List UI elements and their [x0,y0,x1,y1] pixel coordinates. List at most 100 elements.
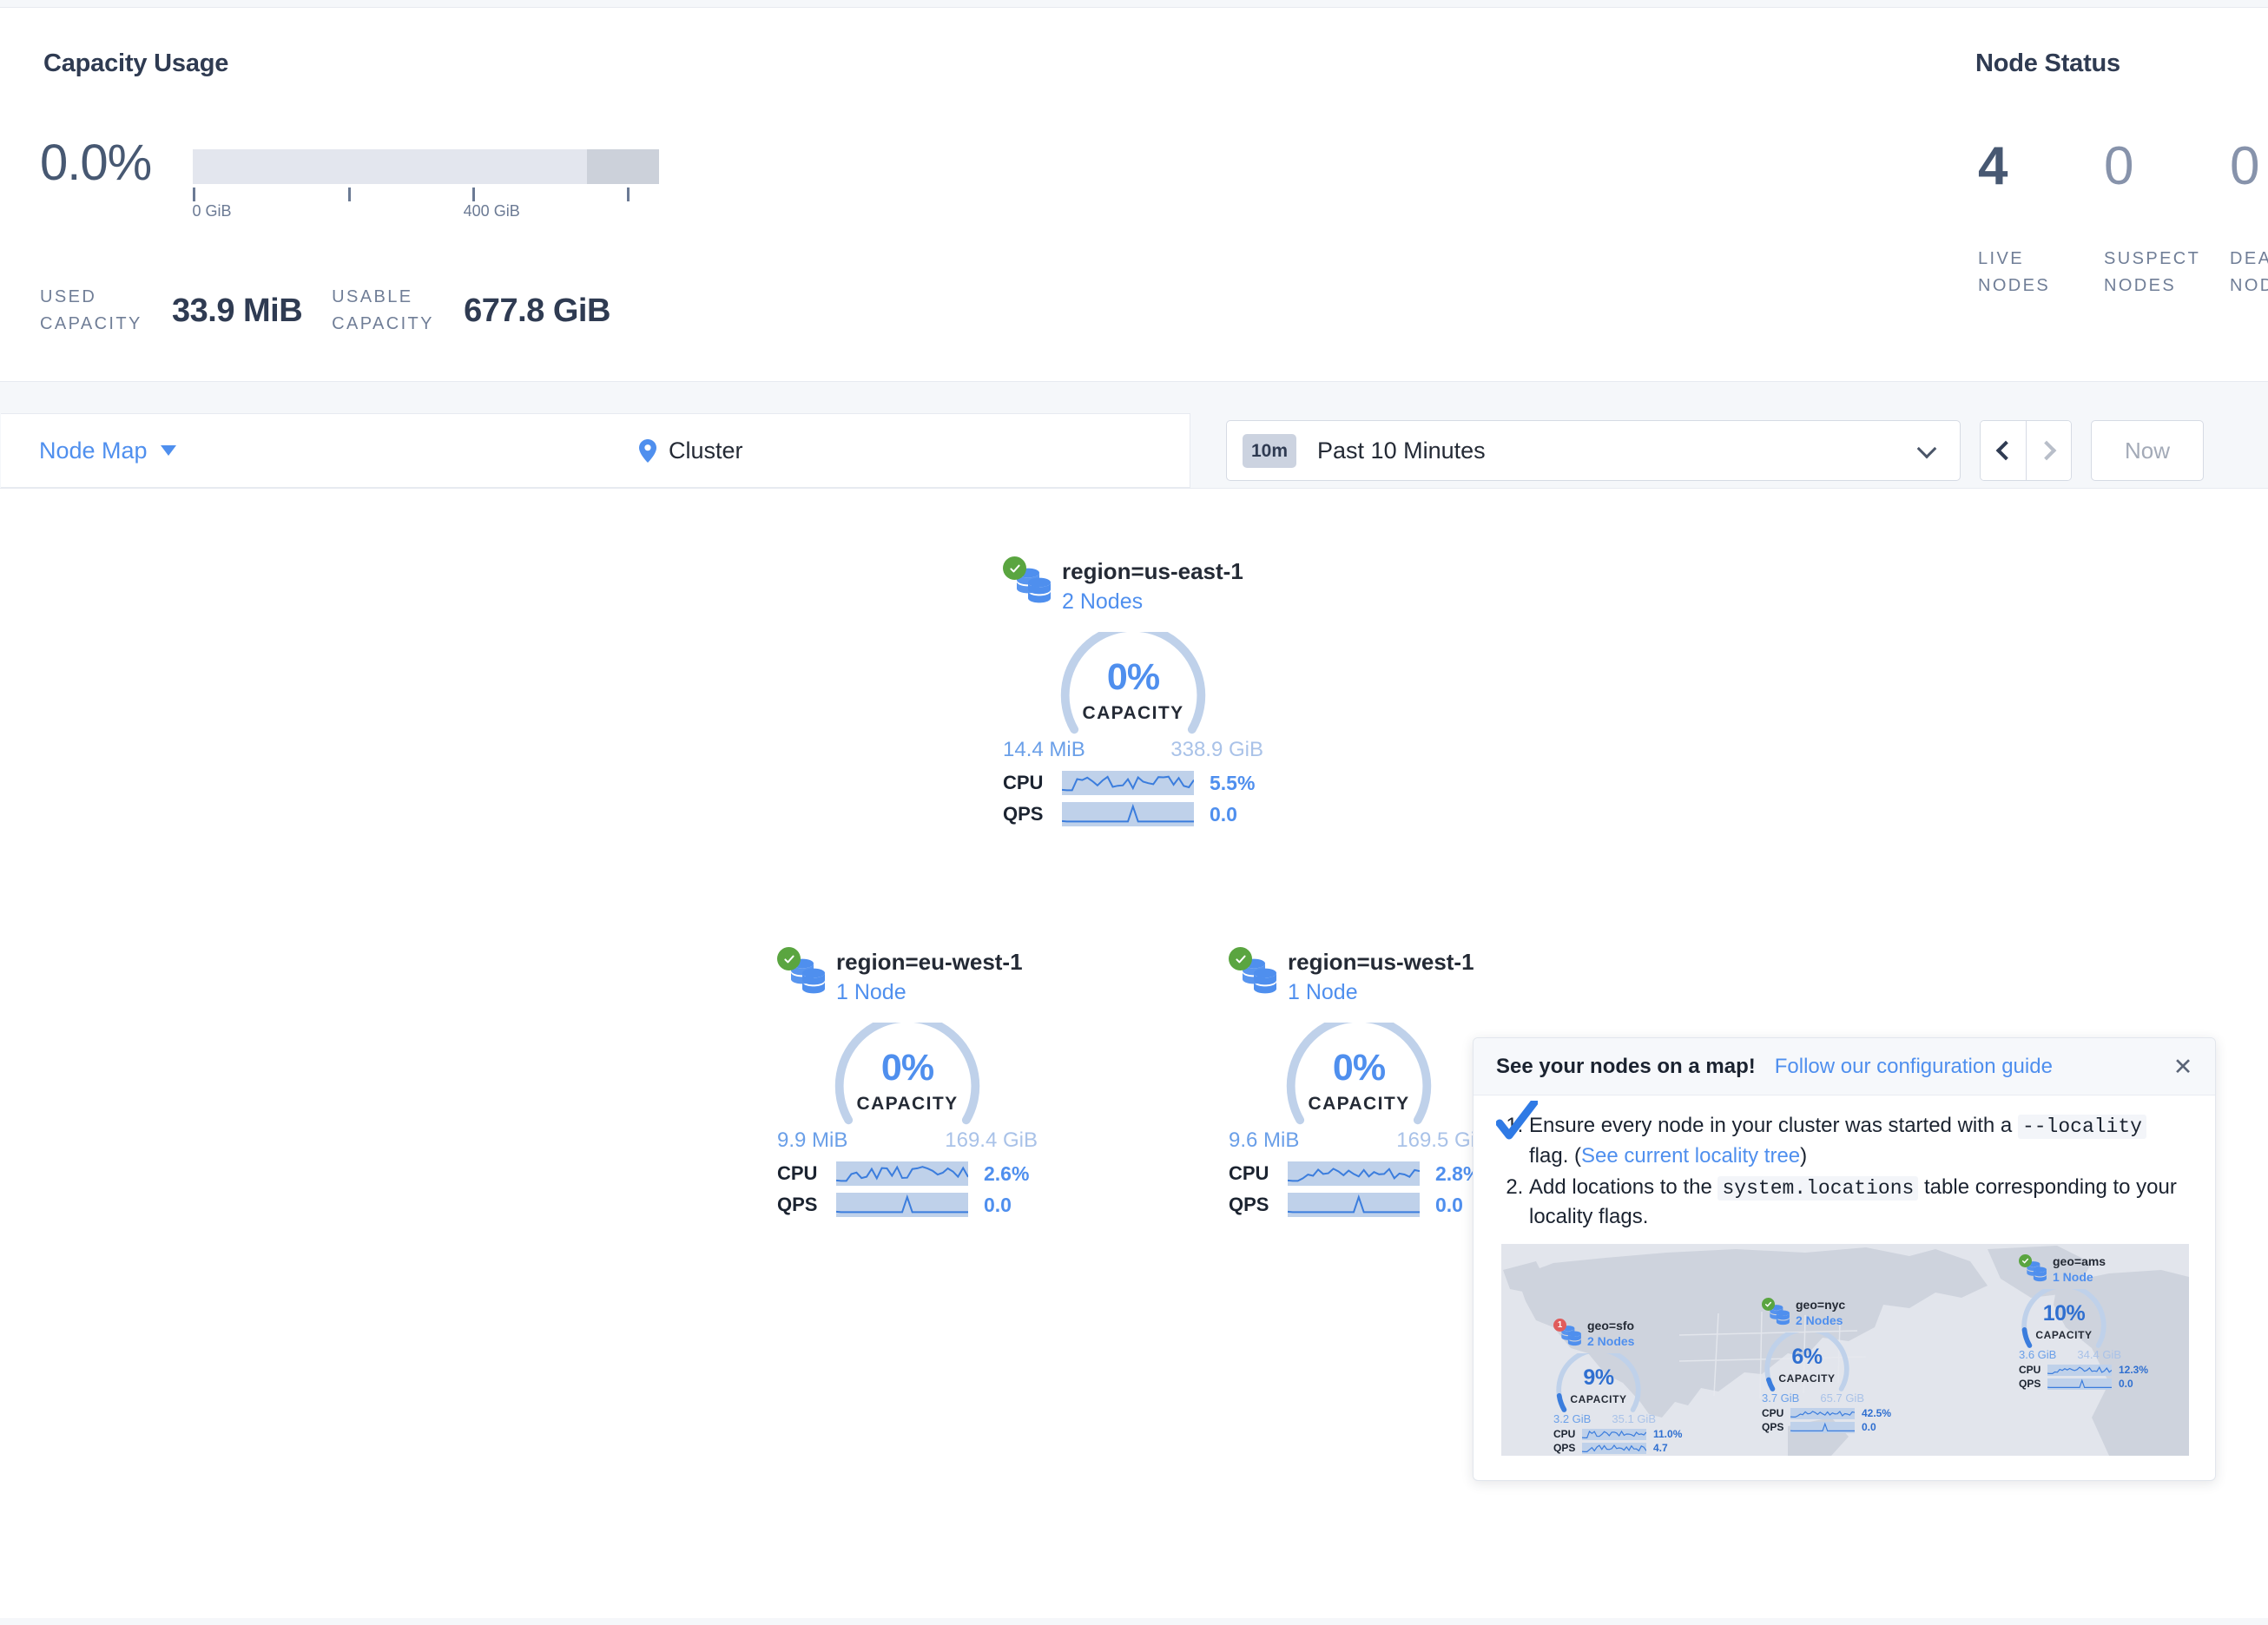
node-status-metric: 0 SUSPECT NODES [2104,140,2230,296]
time-next-button[interactable] [2026,421,2071,480]
preview-metric-value: 42.5% [1862,1407,1892,1420]
capacity-usage-card: Capacity Usage 0.0% 0 GiB 400 GiB USED CA… [0,8,981,381]
preview-capacity-gauge: 9% CAPACITY [1553,1353,1644,1413]
locality-header: region=eu-west-1 1 Node [777,947,1038,1005]
locality-metric-sparkline [1062,771,1194,795]
preview-capacity-values: 3.2 GiB 35.1 GiB [1553,1412,1656,1425]
locality-metrics: CPU 5.5% QPS 0.0 [1003,771,1263,826]
preview-locality-node-count: 2 Nodes [1796,1313,1843,1328]
chevron-down-icon [1916,438,1937,459]
capacity-gauge-percent: 0% [880,1047,934,1089]
configuration-guide-link[interactable]: Follow our configuration guide [1774,1054,2053,1078]
preview-metric-sparkline [1581,1442,1647,1454]
popover-steps: Ensure every node in your cluster was st… [1508,1111,2189,1232]
node-status-label: DEADNODES [2230,249,2268,295]
preview-capacity-caption: CAPACITY [2035,1329,2093,1342]
database-cluster-icon [1003,556,1053,607]
capacity-usage-title: Capacity Usage [43,49,229,77]
preview-locality-node-count: 1 Node [2053,1270,2093,1285]
locality-metric-sparkline [836,1161,968,1186]
node-status-metric: 0 DEADNODES [2230,140,2268,296]
preview-metric-label: CPU [2019,1364,2041,1377]
locality-metric-label: CPU [1229,1162,1269,1184]
preview-locality-card: geo=ams 1 Node 10% CAPACITY 3.6 GiB 34.4 GiB C… [2019,1254,2148,1390]
preview-capacity-percent: 10% [2042,1301,2086,1326]
preview-capacity-used: 3.2 GiB [1553,1412,1592,1426]
view-selector-dropdown[interactable]: Node Map [39,438,176,464]
preview-metric-value: 12.3% [2119,1364,2149,1377]
locality-header: region=us-east-1 2 Nodes [1003,556,1263,615]
preview-metric-sparkline [1790,1407,1856,1419]
preview-capacity-gauge: 6% CAPACITY [1762,1332,1852,1392]
locality-name: region=us-west-1 [1288,949,1474,975]
locality-metric-row: CPU 2.6% [777,1161,1038,1186]
node-status-value: 4 [1978,136,2008,196]
breadcrumb-label: Cluster [669,437,743,464]
time-range-select[interactable]: 10m Past 10 Minutes [1226,420,1961,481]
capacity-total: 169.4 GiB [945,1128,1038,1152]
locality-metric-label: CPU [777,1162,818,1184]
toolbar-right-panel: 10m Past 10 Minutes Now [1226,413,2204,488]
preview-capacity-values: 3.7 GiB 65.7 GiB [1762,1391,1864,1405]
replication-status-card: Replication Status 32TOTALRANGES0UNDER-R… [1693,8,2268,381]
database-cluster-icon [2019,1254,2047,1282]
capacity-usage-bar-wrap: 0 GiB 400 GiB [192,149,659,220]
toolbar-left-panel: Node Map Cluster [1,413,1190,488]
preview-capacity-gauge: 10% CAPACITY [2019,1289,2109,1349]
usable-capacity-label: USABLE CAPACITY [332,287,434,333]
step2-text-b: table corresponding to your locality fla… [1529,1174,2177,1229]
popover-header: See your nodes on a map! Follow our conf… [1474,1038,2215,1095]
locality-node-count: 1 Node [1288,980,1358,1004]
locality-metrics: CPU 2.6% QPS 0.0 [777,1161,1038,1217]
locality-metric-label: QPS [1003,803,1044,825]
capacity-bar-axis: 0 GiB 400 GiB [192,188,659,220]
time-range-label: Past 10 Minutes [1317,437,1486,464]
capacity-values: 14.4 MiB 338.9 GiB [1003,738,1263,762]
locality-metric-row: QPS 0.0 [777,1193,1038,1217]
status-badge [1762,1298,1775,1312]
preview-metric-row: CPU 12.3% [2019,1364,2148,1376]
locality-metric-sparkline [836,1193,968,1217]
locality-tree-link[interactable]: See current locality tree [1581,1143,1801,1168]
locality-metric-value: 0.0 [1210,802,1237,826]
popover-title: See your nodes on a map! [1496,1054,1756,1078]
preview-metric-row: QPS 0.0 [2019,1378,2148,1390]
close-icon[interactable]: ✕ [2172,1053,2193,1080]
used-capacity-label: USED CAPACITY [40,287,142,333]
preview-metric-label: CPU [1553,1428,1576,1441]
capacity-axis-tick [347,188,351,201]
preview-metric-sparkline [2047,1364,2113,1376]
locality-metric-label: CPU [1003,772,1044,793]
breadcrumb[interactable]: Cluster [639,438,743,464]
capacity-usage-percent: 0.0% [40,135,152,191]
status-badge [1003,556,1026,580]
step2-text-a: Add locations to the [1529,1174,1718,1199]
preview-metric-row: QPS 0.0 [1762,1421,1891,1433]
locality-card[interactable]: region=eu-west-1 1 Node 0% CAPACITY 9.9 MiB 1… [777,947,1038,1217]
preview-metric-value: 0.0 [1862,1421,1876,1434]
locality-header: region=us-west-1 1 Node [1229,947,1489,1005]
now-button[interactable]: Now [2091,420,2204,481]
used-capacity-value: 33.9 MiB [172,292,303,329]
popover-step-2: Add locations to the system.locations ta… [1529,1173,2189,1233]
locality-metric-row: QPS 0.0 [1229,1193,1489,1217]
preview-metric-label: QPS [1762,1421,1784,1434]
popover-step-1: Ensure every node in your cluster was st… [1529,1111,2189,1171]
time-prev-button[interactable] [1981,421,2026,480]
locality-metric-value: 0.0 [984,1193,1012,1216]
time-nav-group [1980,420,2072,481]
capacity-stats: USED CAPACITY 33.9 MiB USABLE CAPACITY 6… [40,284,610,338]
preview-metric-value: 0.0 [2119,1378,2133,1391]
popover-body: Ensure every node in your cluster was st… [1474,1095,2215,1232]
locality-card[interactable]: region=us-east-1 2 Nodes 0% CAPACITY 14.4 Mi… [1003,556,1263,826]
capacity-usage-bar [193,149,659,184]
world-map-preview: 1 geo=sfo 2 Nodes 9% CAPACITY 3.2 GiB 35.1 GiB… [1501,1244,2189,1457]
locality-card[interactable]: region=us-west-1 1 Node 0% CAPACITY 9.6 MiB 1… [1229,947,1489,1217]
locality-metric-sparkline [1062,802,1194,826]
page-footer [0,1618,2268,1625]
step2-code: system.locations [1717,1175,1919,1201]
capacity-gauge-percent: 0% [1106,656,1160,698]
preview-metric-label: CPU [1762,1407,1784,1420]
used-capacity-stat: USED CAPACITY 33.9 MiB [40,284,303,338]
node-status-title: Node Status [1975,49,2120,77]
